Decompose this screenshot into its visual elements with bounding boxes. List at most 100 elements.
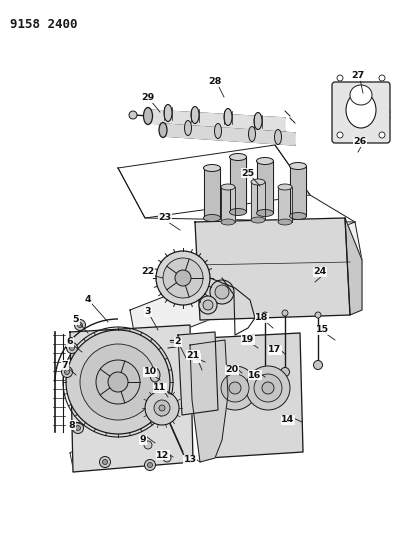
Ellipse shape bbox=[221, 184, 235, 190]
Polygon shape bbox=[163, 124, 295, 145]
Polygon shape bbox=[178, 332, 218, 415]
Ellipse shape bbox=[159, 123, 167, 138]
Polygon shape bbox=[205, 333, 303, 458]
Ellipse shape bbox=[150, 368, 160, 382]
Text: 13: 13 bbox=[183, 456, 196, 464]
Circle shape bbox=[96, 360, 140, 404]
Ellipse shape bbox=[203, 165, 220, 172]
Ellipse shape bbox=[191, 107, 199, 124]
Circle shape bbox=[129, 111, 137, 119]
Polygon shape bbox=[70, 342, 235, 468]
Ellipse shape bbox=[229, 154, 247, 160]
Circle shape bbox=[72, 423, 83, 433]
Ellipse shape bbox=[143, 108, 152, 125]
Circle shape bbox=[78, 322, 83, 327]
Polygon shape bbox=[290, 166, 306, 216]
Circle shape bbox=[74, 319, 85, 330]
Text: 9158 2400: 9158 2400 bbox=[10, 18, 78, 31]
Circle shape bbox=[215, 285, 229, 299]
Circle shape bbox=[199, 296, 217, 314]
Circle shape bbox=[154, 400, 170, 416]
Ellipse shape bbox=[249, 126, 256, 141]
Text: 14: 14 bbox=[282, 416, 295, 424]
Ellipse shape bbox=[251, 179, 265, 185]
Text: 9: 9 bbox=[140, 435, 146, 445]
Text: 10: 10 bbox=[143, 367, 157, 376]
Circle shape bbox=[261, 374, 270, 383]
Text: 26: 26 bbox=[353, 138, 367, 147]
Circle shape bbox=[102, 459, 108, 464]
Text: 12: 12 bbox=[156, 450, 170, 459]
Circle shape bbox=[145, 391, 179, 425]
Text: 11: 11 bbox=[153, 384, 166, 392]
Ellipse shape bbox=[289, 163, 307, 169]
Text: 8: 8 bbox=[69, 421, 75, 430]
Circle shape bbox=[65, 369, 69, 375]
Circle shape bbox=[254, 374, 282, 402]
Ellipse shape bbox=[275, 130, 282, 144]
Text: 22: 22 bbox=[141, 268, 155, 277]
Polygon shape bbox=[345, 218, 362, 315]
Circle shape bbox=[262, 312, 268, 318]
Circle shape bbox=[229, 382, 241, 394]
Circle shape bbox=[159, 405, 165, 411]
Circle shape bbox=[280, 367, 289, 376]
Polygon shape bbox=[148, 110, 285, 131]
Circle shape bbox=[69, 345, 74, 351]
Polygon shape bbox=[221, 187, 235, 222]
Ellipse shape bbox=[289, 213, 307, 220]
Ellipse shape bbox=[278, 184, 292, 190]
Circle shape bbox=[314, 360, 323, 369]
Circle shape bbox=[337, 75, 343, 81]
Ellipse shape bbox=[256, 157, 273, 165]
Circle shape bbox=[246, 366, 290, 410]
Ellipse shape bbox=[256, 209, 273, 216]
Text: 3: 3 bbox=[145, 308, 151, 317]
Circle shape bbox=[67, 343, 78, 353]
Polygon shape bbox=[251, 182, 265, 220]
Circle shape bbox=[213, 366, 257, 410]
Text: 23: 23 bbox=[158, 214, 171, 222]
Text: 19: 19 bbox=[241, 335, 255, 344]
Text: 4: 4 bbox=[85, 295, 91, 304]
Circle shape bbox=[108, 372, 128, 392]
Text: 21: 21 bbox=[186, 351, 200, 359]
Text: 6: 6 bbox=[67, 337, 73, 346]
Text: 1: 1 bbox=[194, 353, 200, 362]
Polygon shape bbox=[130, 222, 362, 348]
Circle shape bbox=[66, 330, 170, 434]
Circle shape bbox=[62, 367, 72, 377]
Circle shape bbox=[337, 132, 343, 138]
Text: 29: 29 bbox=[141, 93, 155, 102]
Circle shape bbox=[175, 270, 191, 286]
FancyBboxPatch shape bbox=[332, 82, 390, 143]
Circle shape bbox=[156, 251, 210, 305]
Ellipse shape bbox=[203, 214, 220, 222]
Ellipse shape bbox=[215, 124, 222, 139]
Polygon shape bbox=[278, 187, 292, 222]
Circle shape bbox=[163, 258, 203, 298]
Polygon shape bbox=[204, 168, 220, 218]
Circle shape bbox=[76, 425, 81, 431]
Polygon shape bbox=[195, 218, 350, 320]
Circle shape bbox=[379, 132, 385, 138]
Text: 24: 24 bbox=[313, 268, 327, 277]
Text: 16: 16 bbox=[248, 370, 262, 379]
Circle shape bbox=[203, 300, 213, 310]
Text: 28: 28 bbox=[208, 77, 222, 86]
Circle shape bbox=[99, 456, 111, 467]
Text: 27: 27 bbox=[351, 71, 365, 80]
Polygon shape bbox=[230, 157, 246, 212]
Ellipse shape bbox=[164, 104, 172, 122]
Text: 17: 17 bbox=[268, 345, 282, 354]
Ellipse shape bbox=[224, 109, 232, 125]
Text: 20: 20 bbox=[226, 366, 238, 375]
Text: 7: 7 bbox=[62, 360, 68, 369]
Polygon shape bbox=[257, 161, 273, 213]
Ellipse shape bbox=[221, 219, 235, 225]
Ellipse shape bbox=[278, 219, 292, 225]
Circle shape bbox=[210, 280, 234, 304]
Circle shape bbox=[144, 441, 152, 449]
Text: 5: 5 bbox=[73, 316, 79, 325]
Text: 2: 2 bbox=[175, 337, 181, 346]
